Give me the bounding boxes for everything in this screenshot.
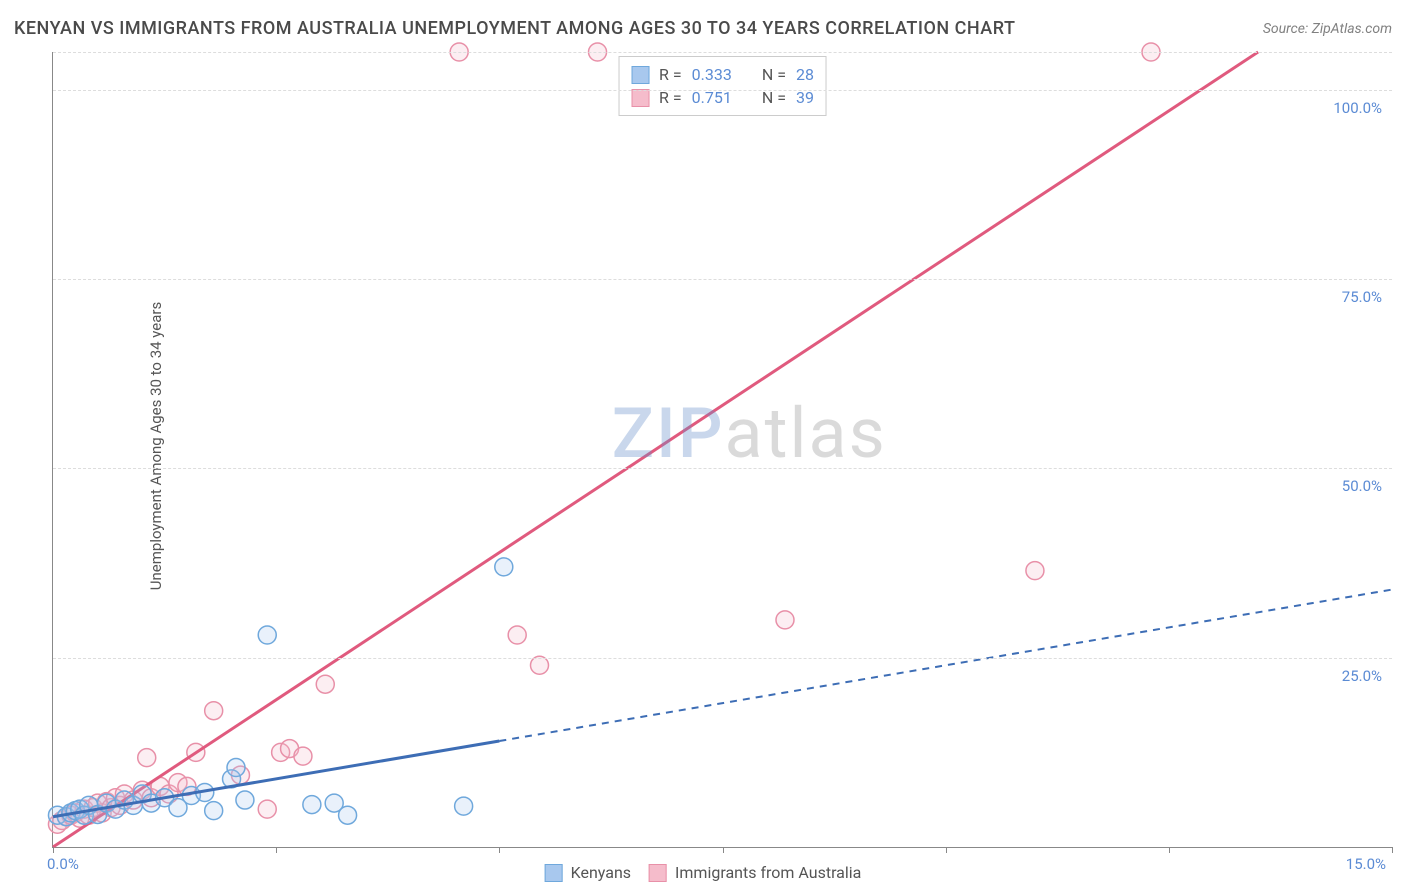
data-point <box>227 759 245 777</box>
legend-swatch <box>631 66 649 84</box>
r-value: 0.751 <box>692 88 732 107</box>
source-attribution: Source: ZipAtlas.com <box>1263 21 1392 37</box>
legend-swatch <box>545 864 563 882</box>
gridline <box>53 658 1392 659</box>
n-label: N = <box>762 88 786 107</box>
chart-title: KENYAN VS IMMIGRANTS FROM AUSTRALIA UNEM… <box>14 18 1015 39</box>
stats-row: R = 0.333 N = 28 <box>631 63 814 86</box>
legend-label: Immigrants from Australia <box>675 863 861 882</box>
gridline <box>53 90 1392 91</box>
data-point <box>495 558 513 576</box>
x-tick-mark <box>499 847 500 853</box>
n-value: 28 <box>796 65 814 84</box>
x-tick-mark <box>276 847 277 853</box>
legend-label: Kenyans <box>571 863 631 882</box>
data-point <box>258 800 276 818</box>
x-tick-mark <box>723 847 724 853</box>
data-point <box>258 626 276 644</box>
y-tick-label: 75.0% <box>1342 288 1382 306</box>
x-tick-min: 0.0% <box>47 855 79 873</box>
n-value: 39 <box>796 88 814 107</box>
data-point <box>508 626 526 644</box>
trend-line <box>53 52 1258 847</box>
y-tick-label: 100.0% <box>1333 99 1382 117</box>
source-name: ZipAtlas.com <box>1312 21 1392 37</box>
x-tick-mark <box>946 847 947 853</box>
legend-swatch <box>631 89 649 107</box>
x-tick-mark <box>1169 847 1170 853</box>
data-point <box>531 656 549 674</box>
data-point <box>205 802 223 820</box>
n-label: N = <box>762 65 786 84</box>
data-point <box>776 611 794 629</box>
source-prefix: Source: <box>1263 21 1312 37</box>
y-tick-label: 50.0% <box>1342 477 1382 495</box>
plot-area: R =0.333N =28R =0.751N =39 ZIPatlas 0.0%… <box>52 52 1392 848</box>
legend-swatch <box>649 864 667 882</box>
x-tick-mark <box>53 847 54 853</box>
data-point <box>303 796 321 814</box>
r-value: 0.333 <box>692 65 732 84</box>
legend-item: Kenyans <box>545 863 631 882</box>
data-point <box>138 749 156 767</box>
series-legend: Kenyans Immigrants from Australia <box>545 863 862 882</box>
stats-legend: R = 0.333 N = 28 R = 0.751 N = 39 <box>618 56 827 116</box>
x-tick-mark <box>1392 847 1393 853</box>
gridline <box>53 468 1392 469</box>
chart-svg <box>53 52 1392 847</box>
gridline <box>53 52 1392 53</box>
data-point <box>236 791 254 809</box>
data-point <box>205 702 223 720</box>
data-point <box>1026 562 1044 580</box>
r-label: R = <box>659 65 682 84</box>
legend-item: Immigrants from Australia <box>649 863 861 882</box>
data-point <box>294 747 312 765</box>
x-tick-max: 15.0% <box>1346 855 1386 873</box>
data-point <box>339 806 357 824</box>
data-point <box>455 797 473 815</box>
gridline <box>53 279 1392 280</box>
trend-line-dashed <box>499 590 1392 741</box>
y-tick-label: 25.0% <box>1342 667 1382 685</box>
r-label: R = <box>659 88 682 107</box>
data-point <box>316 675 334 693</box>
